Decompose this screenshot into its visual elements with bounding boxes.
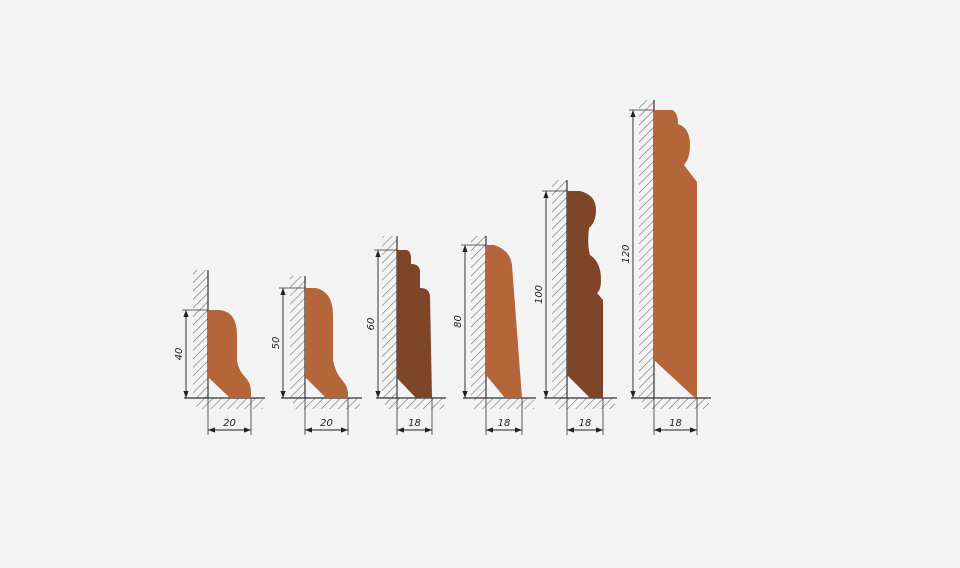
height-label: 40 (174, 348, 185, 361)
profile-50: 50 20 (271, 276, 362, 435)
profile-40: 40 20 (174, 270, 265, 435)
board-profile (397, 250, 432, 398)
width-label: 20 (223, 418, 236, 429)
floor-hatch (642, 398, 709, 409)
board-profile (208, 310, 251, 398)
board-profile (654, 110, 697, 398)
width-label: 18 (669, 418, 682, 429)
height-label: 60 (366, 318, 377, 331)
wall-hatch (639, 100, 654, 398)
profile-100: 100 18 (534, 180, 617, 435)
wall-hatch (382, 236, 397, 398)
width-label: 20 (320, 418, 333, 429)
profile-60: 60 18 (366, 236, 446, 435)
floor-hatch (196, 398, 263, 409)
wall-hatch (471, 236, 486, 398)
width-label: 18 (579, 418, 592, 429)
floor-hatch (474, 398, 534, 409)
width-label: 18 (408, 418, 421, 429)
profile-80: 80 18 (453, 236, 536, 435)
board-profile (305, 288, 348, 398)
height-label: 80 (453, 315, 464, 328)
board-profile (486, 245, 522, 398)
height-label: 120 (621, 244, 632, 263)
profile-120: 120 18 (621, 100, 711, 435)
floor-hatch (293, 398, 360, 409)
floor-hatch (385, 398, 444, 409)
height-label: 50 (271, 337, 282, 350)
board-profile (567, 191, 603, 398)
wall-hatch (552, 180, 567, 398)
width-label: 18 (498, 418, 511, 429)
wall-hatch (193, 270, 208, 398)
height-label: 100 (534, 285, 545, 304)
floor-hatch (555, 398, 615, 409)
wall-hatch (290, 276, 305, 398)
